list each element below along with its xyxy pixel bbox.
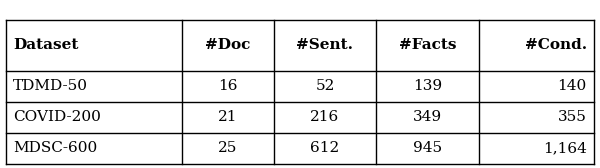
Text: 355: 355 [558,110,587,124]
Text: 612: 612 [310,141,340,155]
Text: 349: 349 [413,110,442,124]
Text: #Cond.: #Cond. [524,38,587,52]
Text: MDSC-600: MDSC-600 [13,141,97,155]
Text: Dataset: Dataset [13,38,79,52]
Text: COVID-200: COVID-200 [13,110,101,124]
Text: 216: 216 [310,110,340,124]
Text: 140: 140 [557,79,587,93]
Text: 25: 25 [218,141,238,155]
Text: 945: 945 [413,141,442,155]
Text: #Doc: #Doc [205,38,251,52]
Text: TDMD-50: TDMD-50 [13,79,88,93]
Text: #Sent.: #Sent. [296,38,353,52]
Text: 16: 16 [218,79,238,93]
Text: 139: 139 [413,79,442,93]
Text: 21: 21 [218,110,238,124]
Text: #Facts: #Facts [399,38,457,52]
Text: 52: 52 [316,79,335,93]
Text: 1,164: 1,164 [543,141,587,155]
